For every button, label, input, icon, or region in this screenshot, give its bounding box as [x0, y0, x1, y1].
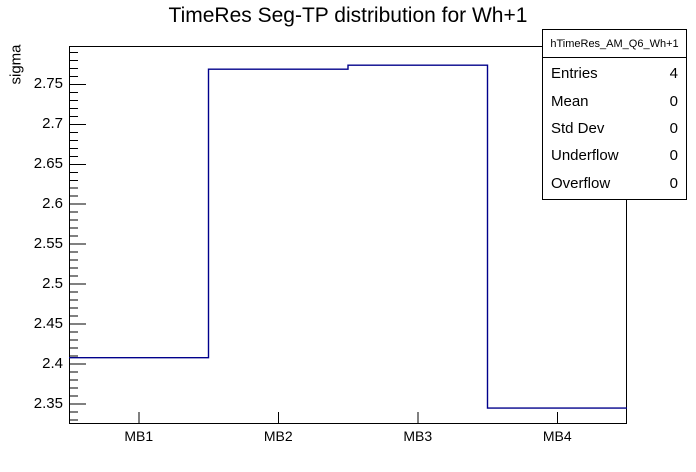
stats-row: Mean 0	[543, 87, 686, 114]
y-tick-label: 2.5	[42, 275, 63, 293]
x-category-label: MB1	[124, 428, 154, 444]
stats-label: Underflow	[551, 147, 619, 165]
stats-label: Std Dev	[551, 120, 605, 138]
stats-box-title: hTimeRes_AM_Q6_Wh+1	[543, 30, 686, 58]
stats-row: Underflow 0	[543, 142, 686, 169]
x-category-label: MB3	[403, 428, 433, 444]
y-tick-label: 2.4	[42, 355, 63, 373]
y-tick-label: 2.7	[42, 115, 63, 133]
y-tick-label: 2.35	[33, 395, 63, 413]
plot-frame	[69, 46, 627, 424]
stats-row: Overflow 0	[543, 170, 686, 197]
y-tick-label: 2.75	[33, 75, 63, 93]
stats-label: Entries	[551, 65, 598, 83]
y-tick-label: 2.65	[33, 155, 63, 173]
stats-label: Mean	[551, 92, 589, 110]
stats-value: 0	[669, 92, 678, 110]
stats-label: Overflow	[551, 174, 611, 192]
y-tick-label: 2.6	[42, 195, 63, 213]
stats-value: 0	[669, 147, 678, 165]
stats-box: hTimeRes_AM_Q6_Wh+1 Entries 4 Mean 0 Std…	[542, 29, 687, 200]
stats-box-body: Entries 4 Mean 0 Std Dev 0 Underflow 0 O…	[543, 58, 686, 199]
y-tick-label: 2.55	[33, 235, 63, 253]
stats-value: 0	[669, 120, 678, 138]
x-category-label: MB2	[263, 428, 293, 444]
chart-title: TimeRes Seg-TP distribution for Wh+1	[168, 4, 528, 27]
histogram-line	[69, 64, 627, 409]
y-tick-label: 2.45	[33, 315, 63, 333]
x-category-label: MB4	[542, 428, 572, 444]
stats-row: Std Dev 0	[543, 115, 686, 142]
stats-row: Entries 4	[543, 60, 686, 87]
stats-value: 0	[669, 174, 678, 192]
stats-value: 4	[669, 65, 678, 83]
